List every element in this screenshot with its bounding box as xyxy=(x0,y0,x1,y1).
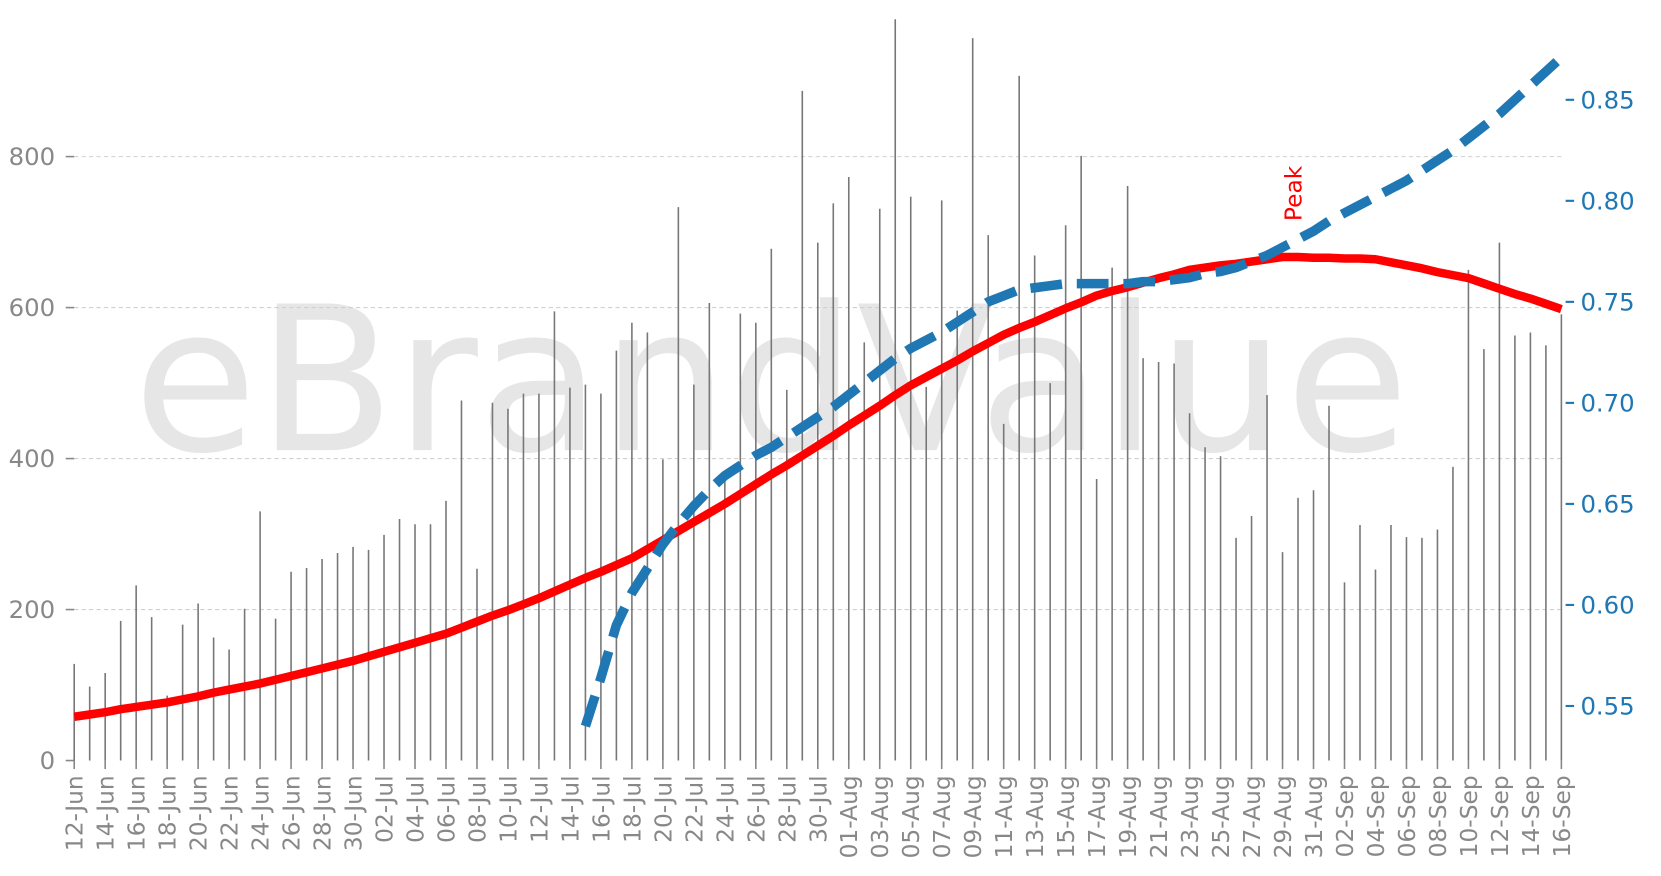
y-tick-label: 400 xyxy=(9,444,56,473)
x-tick-label: 25-Aug xyxy=(1208,775,1235,858)
x-tick-label: 30-Jul xyxy=(805,775,832,842)
x-tick-label: 14-Jun xyxy=(93,775,120,851)
x-tick-label: 01-Aug xyxy=(836,775,863,858)
x-tick-label: 09-Aug xyxy=(960,775,987,858)
y-tick-label: 600 xyxy=(9,293,56,322)
x-tick-label: 06-Sep xyxy=(1394,775,1421,857)
x-tick-label: 28-Jun xyxy=(310,775,337,851)
x-tick-label: 24-Jul xyxy=(712,775,739,842)
x-tick-label: 16-Sep xyxy=(1549,775,1576,857)
x-tick-label: 22-Jun xyxy=(217,775,244,851)
y2-tick-label: 0.60 xyxy=(1580,590,1634,619)
x-tick-label: 27-Aug xyxy=(1239,775,1266,858)
x-tick-label: 12-Sep xyxy=(1487,775,1514,857)
x-tick-label: 14-Sep xyxy=(1518,775,1545,857)
x-tick-label: 05-Aug xyxy=(898,775,925,858)
x-tick-label: 16-Jun xyxy=(124,775,151,851)
x-tick-label: 21-Aug xyxy=(1146,775,1173,858)
x-tick-label: 12-Jun xyxy=(62,775,89,851)
x-tick-label: 30-Jun xyxy=(341,775,368,851)
x-tick-label: 13-Aug xyxy=(1022,775,1049,858)
x-tick-label: 08-Jul xyxy=(464,775,491,842)
x-tick-label: 17-Aug xyxy=(1084,775,1111,858)
y2-tick-label: 0.75 xyxy=(1580,287,1634,316)
x-tick-label: 31-Aug xyxy=(1301,775,1328,858)
x-tick-label: 02-Sep xyxy=(1332,775,1359,857)
y2-tick-label: 0.85 xyxy=(1580,85,1634,114)
x-tick-label: 18-Jul xyxy=(619,775,646,842)
x-tick-label: 26-Jun xyxy=(279,775,306,851)
x-tick-label: 22-Jul xyxy=(681,775,708,842)
x-tick-label: 12-Jul xyxy=(526,775,553,842)
y2-tick-label: 0.70 xyxy=(1580,388,1634,417)
x-tick-label: 28-Jul xyxy=(774,775,801,842)
dashed-line xyxy=(580,53,1565,728)
y-tick-label: 800 xyxy=(9,142,56,171)
x-tick-label: 04-Sep xyxy=(1363,775,1390,857)
y-tick-label: 0 xyxy=(40,746,56,775)
x-tick-label: 26-Jul xyxy=(743,775,770,842)
y-tick-label: 200 xyxy=(9,595,56,624)
y2-tick-label: 0.55 xyxy=(1580,691,1634,720)
x-tick-label: 29-Aug xyxy=(1270,775,1297,858)
y2-tick-label: 0.80 xyxy=(1580,186,1634,215)
x-tick-label: 06-Jul xyxy=(433,775,460,842)
x-tick-label: 24-Jun xyxy=(248,775,275,851)
x-tick-label: 18-Jun xyxy=(155,775,182,851)
x-tick-label: 19-Aug xyxy=(1115,775,1142,858)
x-tick-label: 16-Jul xyxy=(588,775,615,842)
x-tick-label: 10-Sep xyxy=(1456,775,1483,857)
x-tick-label: 15-Aug xyxy=(1053,775,1080,858)
line xyxy=(73,252,1563,721)
x-tick-label: 07-Aug xyxy=(929,775,956,858)
x-tick-label: 20-Jun xyxy=(186,775,213,851)
x-tick-label: 10-Jul xyxy=(495,775,522,842)
x-tick-label: 03-Aug xyxy=(867,775,894,858)
x-tick-label: 20-Jul xyxy=(650,775,677,842)
x-tick-label: 11-Aug xyxy=(991,775,1018,858)
x-tick-label: 02-Jul xyxy=(372,775,399,842)
x-tick-label: 23-Aug xyxy=(1177,775,1204,858)
x-tick-label: 04-Jul xyxy=(402,775,429,842)
x-tick-label: 08-Sep xyxy=(1425,775,1452,857)
x-tick-label: 14-Jul xyxy=(557,775,584,842)
annotation: Peak xyxy=(1281,165,1308,221)
y2-tick-label: 0.65 xyxy=(1580,489,1634,518)
